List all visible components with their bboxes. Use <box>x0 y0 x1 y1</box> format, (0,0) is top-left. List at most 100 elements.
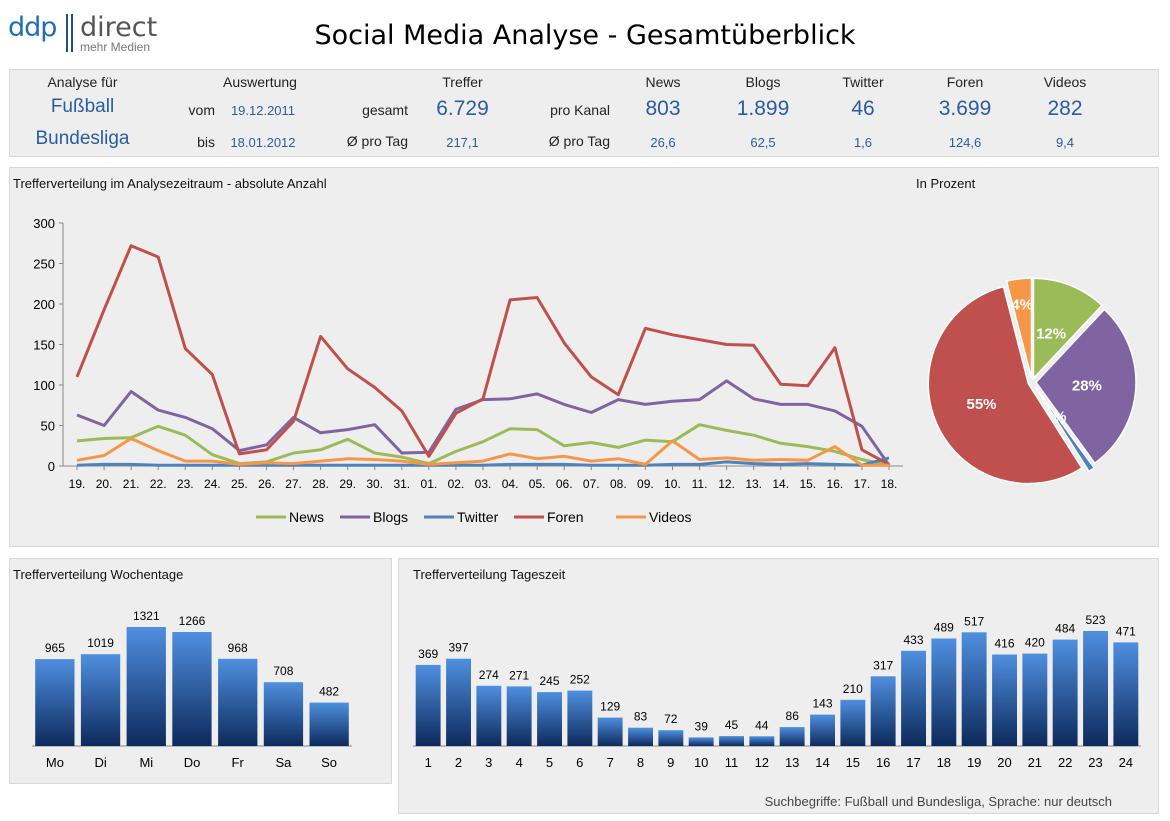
channel-foren-name: Foren <box>946 74 984 90</box>
x-tick-label: 07. <box>583 477 600 491</box>
x-tick-label: 22. <box>150 477 167 491</box>
logo-bars-icon <box>64 14 78 52</box>
weekday-value-label: 1266 <box>179 614 206 628</box>
hourly-bar <box>1022 653 1048 746</box>
hourly-value-label: 274 <box>479 668 499 682</box>
y-tick-label: 100 <box>33 378 55 393</box>
hourly-chart-svg: 369 1 397 2 274 3 271 4 245 5 252 6 129 7 83 8 72 9 39 10 45… <box>413 613 1141 770</box>
hourly-bar <box>810 714 835 746</box>
legend-label-twitter: Twitter <box>457 509 499 525</box>
hourly-category-label: 23 <box>1088 755 1102 770</box>
pie-chart-title: In Prozent <box>916 176 976 191</box>
footer-search-terms: Suchbegriffe: Fußball und Bundesliga, Sp… <box>764 794 1112 809</box>
hourly-value-label: 143 <box>812 697 832 711</box>
x-tick-label: 02. <box>448 477 465 491</box>
x-tick-label: 14. <box>772 477 789 491</box>
series-line-twitter <box>76 456 890 467</box>
hourly-bar <box>1052 639 1078 746</box>
x-tick-label: 26. <box>258 477 275 491</box>
weekday-category-label: Mi <box>139 755 153 770</box>
channel-blogs-name: Blogs <box>745 74 781 90</box>
channel-foren-per-day: 124,6 <box>948 135 982 150</box>
trend-panel: Trefferverteilung im Analysezeitraum - a… <box>9 167 1159 547</box>
hourly-value-label: 39 <box>695 719 709 733</box>
hourly-category-label: 9 <box>667 755 674 770</box>
hourly-category-label: 2 <box>455 755 462 770</box>
x-tick-label: 24. <box>204 477 221 491</box>
channel-videos-per-day: 9,4 <box>1055 135 1075 150</box>
logo-brand: ddp <box>8 12 57 43</box>
channel-twitter-per-day: 1,6 <box>853 135 873 150</box>
weekday-value-label: 1321 <box>133 609 160 623</box>
hourly-panel: Trefferverteilung Tageszeit 369 1 397 2 274 3… <box>398 558 1159 814</box>
hourly-value-label: 129 <box>600 700 620 714</box>
y-tick-label: 200 <box>33 297 55 312</box>
pie-slice-twitter <box>1034 386 1096 473</box>
hourly-category-label: 18 <box>937 755 951 770</box>
weekday-bar <box>263 682 304 746</box>
hourly-value-label: 489 <box>934 621 954 635</box>
hourly-category-label: 11 <box>725 755 739 770</box>
hourly-category-label: 13 <box>785 755 799 770</box>
bis-label: bis <box>197 134 215 150</box>
hourly-category-label: 12 <box>755 755 769 770</box>
gesamt-label: gesamt <box>362 102 408 118</box>
hourly-value-label: 420 <box>1025 636 1045 650</box>
x-tick-label: 30. <box>366 477 383 491</box>
x-tick-label: 23. <box>177 477 194 491</box>
analyse-label: Analyse für <box>47 74 118 90</box>
y-tick-label: 250 <box>33 257 55 272</box>
per-day-label: Ø pro Tag <box>346 133 408 149</box>
hourly-value-label: 369 <box>418 647 438 661</box>
channel-per-day-label: Ø pro Tag <box>548 133 610 149</box>
treffer-label: Treffer <box>442 74 483 90</box>
weekday-bar <box>218 658 258 746</box>
weekday-bar <box>309 702 349 746</box>
hourly-bar <box>597 717 623 746</box>
weekday-category-label: Fr <box>232 755 245 770</box>
hourly-bar <box>779 727 805 746</box>
logo-subtitle: mehr Medien <box>80 40 151 54</box>
hourly-category-label: 10 <box>694 755 708 770</box>
hourly-bar <box>719 736 744 746</box>
hourly-bar <box>506 686 532 746</box>
weekday-value-label: 1019 <box>87 636 114 650</box>
x-tick-label: 13. <box>745 477 762 491</box>
x-tick-label: 11. <box>692 477 708 491</box>
x-tick-label: 15. <box>799 477 816 491</box>
hourly-category-label: 15 <box>846 755 860 770</box>
x-tick-label: 27. <box>285 477 302 491</box>
x-tick-label: 31. <box>393 477 410 491</box>
hourly-bar <box>688 737 714 746</box>
legend-label-news: News <box>289 509 324 525</box>
weekday-category-label: Do <box>184 755 201 770</box>
pro-kanal-label: pro Kanal <box>550 102 610 118</box>
x-tick-label: 18. <box>881 477 898 491</box>
x-tick-label: 03. <box>475 477 492 491</box>
hourly-value-label: 44 <box>755 718 769 732</box>
weekday-bar <box>80 654 121 746</box>
hourly-bar <box>415 664 441 746</box>
channel-news-name: News <box>645 74 681 90</box>
hourly-value-label: 484 <box>1055 622 1075 636</box>
x-tick-label: 01. <box>421 477 438 491</box>
hourly-category-label: 5 <box>546 755 553 770</box>
weekday-category-label: So <box>321 755 337 770</box>
pie-slice-blogs <box>1035 308 1137 465</box>
hourly-bar <box>446 658 471 746</box>
weekday-chart-title: Trefferverteilung Wochentage <box>13 567 184 582</box>
x-tick-label: 25. <box>231 477 248 491</box>
hourly-category-label: 3 <box>485 755 492 770</box>
hourly-category-label: 6 <box>576 755 583 770</box>
hourly-category-label: 7 <box>607 755 614 770</box>
weekday-category-label: Mo <box>46 755 64 770</box>
subject-line-2: Bundesliga <box>35 128 130 149</box>
hourly-category-label: 4 <box>516 755 523 770</box>
hourly-bar <box>901 650 926 746</box>
x-tick-label: 16. <box>827 477 844 491</box>
x-tick-label: 06. <box>556 477 573 491</box>
hourly-value-label: 433 <box>903 633 923 647</box>
hourly-category-label: 16 <box>876 755 890 770</box>
hourly-value-label: 245 <box>539 674 559 688</box>
hourly-category-label: 22 <box>1058 755 1072 770</box>
